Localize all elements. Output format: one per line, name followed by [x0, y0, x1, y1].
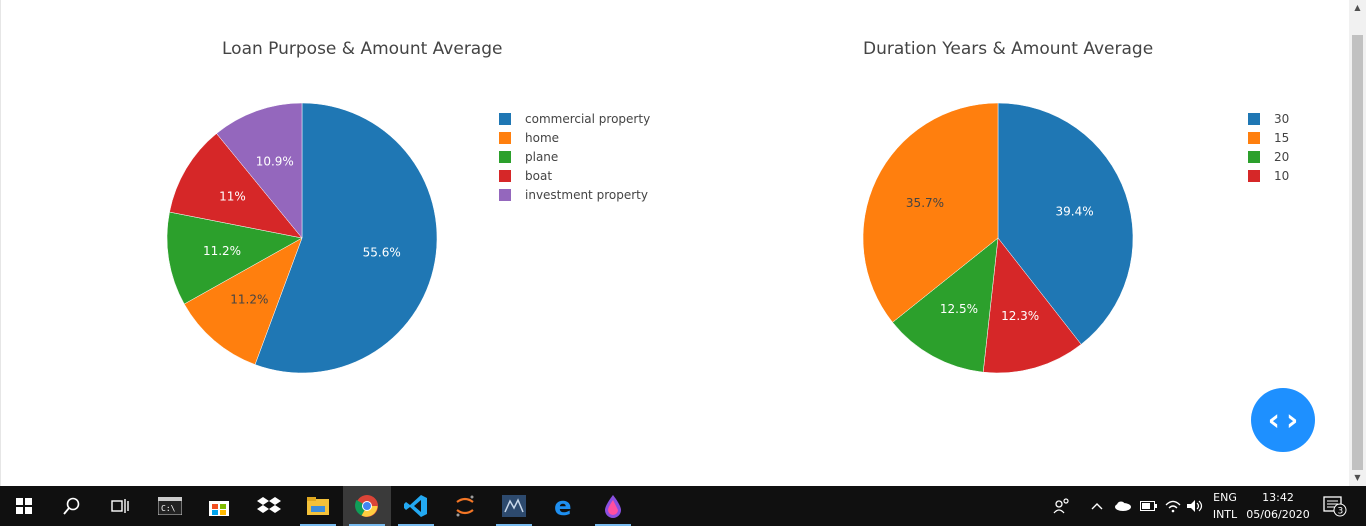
active-underline [300, 524, 336, 526]
people-icon[interactable] [1053, 486, 1071, 526]
windows-start-icon[interactable] [0, 486, 48, 526]
legend-item[interactable]: home [499, 128, 650, 147]
legend-swatch [499, 150, 511, 163]
battery-icon[interactable] [1140, 486, 1158, 526]
active-underline [496, 524, 532, 526]
slice-label-investment-property: 10.9% [256, 155, 294, 169]
legend-item[interactable]: commercial property [499, 109, 650, 128]
legend-item[interactable]: 20 [1248, 147, 1289, 166]
language-layout: INTL [1212, 508, 1238, 521]
file-explorer-icon[interactable] [294, 486, 342, 526]
legend-swatch [1248, 150, 1260, 163]
legend-label: home [525, 130, 560, 145]
legend-item[interactable]: 15 [1248, 128, 1289, 147]
slice-label-30: 39.4% [1056, 205, 1094, 219]
duration-years-pie: 39.4% 12.3% 12.5% 35.7% [862, 102, 1134, 374]
language-code: ENG [1213, 491, 1237, 504]
chrome-icon[interactable] [343, 486, 391, 526]
legend-swatch [499, 188, 511, 201]
taskbar: C:\ e [0, 486, 1366, 526]
jupyter-icon[interactable] [441, 486, 489, 526]
pie-slice-home[interactable] [183, 237, 303, 365]
pie-slice-10[interactable] [982, 237, 1082, 374]
slice-label-15: 35.7% [906, 196, 944, 210]
task-view-icon[interactable] [96, 486, 144, 526]
slice-label-commercial-property: 55.6% [363, 245, 401, 259]
wifi-icon[interactable] [1165, 486, 1181, 526]
legend-item[interactable]: 10 [1248, 166, 1289, 185]
legend-label: investment property [525, 187, 648, 202]
legend-label: 10 [1274, 168, 1290, 183]
notification-count: 3 [1338, 507, 1344, 517]
slice-label-20: 12.5% [940, 302, 978, 316]
svg-text:e: e [554, 494, 572, 518]
legend-label: 30 [1274, 111, 1290, 126]
volume-icon[interactable] [1186, 486, 1204, 526]
code-icon: ‹ › [1267, 402, 1299, 438]
active-underline [349, 524, 385, 526]
search-icon[interactable] [48, 486, 96, 526]
edge-icon[interactable]: e [540, 486, 588, 526]
notifications-icon[interactable]: 3 [1323, 486, 1347, 526]
active-underline [595, 524, 631, 526]
terminal-icon[interactable]: C:\ [146, 486, 194, 526]
pie-slice-investment-property[interactable] [216, 102, 303, 239]
legend-label: plane [525, 149, 559, 164]
legend-item[interactable]: boat [499, 166, 650, 185]
legend-swatch [499, 169, 511, 182]
legend-item[interactable]: 30 [1248, 109, 1289, 128]
legend-label: boat [525, 168, 553, 183]
dashboard-page: 55.6% 11.2% 11.2% 11% 10.9% 39.4% 12.3% 12.5% 3… [0, 0, 1315, 486]
svg-text:C:\: C:\ [161, 504, 176, 513]
scroll-thumb[interactable] [1352, 35, 1363, 470]
legend-item[interactable]: investment property [499, 185, 650, 204]
legend-swatch [1248, 112, 1260, 125]
pie-slice-30[interactable] [997, 102, 1134, 345]
legend-item[interactable]: plane [499, 147, 650, 166]
chart-title-loan-purpose: Loan Purpose & Amount Average [222, 39, 503, 59]
chevron-up-icon[interactable] [1091, 486, 1103, 526]
legend-swatch [1248, 131, 1260, 144]
clock-time: 13:42 [1262, 491, 1294, 504]
vscode-icon[interactable] [392, 486, 440, 526]
onedrive-icon[interactable] [1114, 486, 1132, 526]
vertical-scrollbar[interactable]: ▲ ▼ [1349, 0, 1366, 486]
clock[interactable]: 13:42 05/06/2020 [1246, 489, 1310, 523]
store-icon[interactable] [195, 486, 243, 526]
legend-duration-years: 30 15 20 10 [1248, 109, 1289, 185]
code-toggle-button[interactable]: ‹ › [1251, 388, 1315, 452]
clock-date: 05/06/2020 [1246, 508, 1310, 521]
legend-label: commercial property [525, 111, 651, 126]
legend-swatch [1248, 169, 1260, 182]
pie-slice-commercial-property[interactable] [254, 102, 438, 374]
dropbox-icon[interactable] [245, 486, 293, 526]
language-indicator[interactable]: ENG INTL [1208, 489, 1242, 523]
legend-swatch [499, 131, 511, 144]
pie-slice-20[interactable] [892, 237, 999, 373]
active-underline [398, 524, 434, 526]
slice-label-10: 12.3% [1001, 309, 1039, 323]
loan-purpose-pie: 55.6% 11.2% 11.2% 11% 10.9% [166, 102, 438, 374]
legend-label: 20 [1274, 149, 1290, 164]
chart-title-duration-years: Duration Years & Amount Average [863, 39, 1154, 59]
mysql-workbench-icon[interactable] [490, 486, 538, 526]
pie-slice-plane[interactable] [166, 211, 303, 305]
slice-label-plane: 11.2% [203, 244, 241, 258]
pie-slice-boat[interactable] [169, 133, 303, 239]
legend-swatch [499, 112, 511, 125]
slice-label-home: 11.2% [230, 293, 268, 307]
paint-drop-icon[interactable] [589, 486, 637, 526]
scroll-up-icon[interactable]: ▲ [1354, 3, 1361, 12]
legend-label: 15 [1274, 130, 1290, 145]
slice-label-boat: 11% [219, 189, 246, 203]
pie-slice-15[interactable] [862, 102, 999, 323]
charts-canvas: 55.6%11.2%11.2%11%10.9% 39.4%12.3%12.5%3… [166, 102, 1134, 374]
legend-loan-purpose: commercial property home plane boat investme… [499, 109, 650, 204]
scroll-down-icon[interactable]: ▼ [1354, 473, 1361, 482]
